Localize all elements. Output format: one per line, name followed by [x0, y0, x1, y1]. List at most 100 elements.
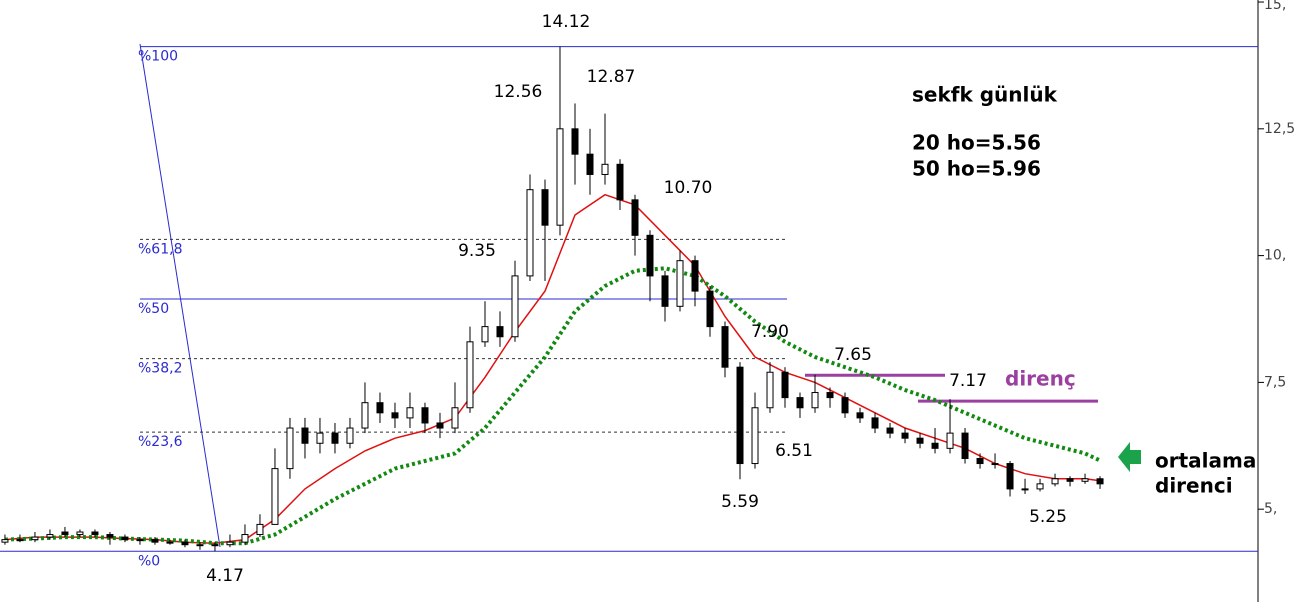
candle-body — [871, 417, 879, 429]
candle-body — [1081, 478, 1089, 482]
candle-body — [661, 275, 669, 307]
candle-body — [136, 539, 144, 542]
price-annotation: 7.90 — [751, 322, 789, 342]
candle-body — [556, 128, 564, 226]
y-tick-label: 5, — [1264, 501, 1277, 517]
price-annotation: 6.51 — [775, 441, 813, 461]
candle-body — [331, 432, 339, 444]
candle-body — [376, 402, 384, 414]
candle-body — [271, 468, 279, 525]
candle-body — [766, 371, 774, 409]
title: sekfk günlük — [912, 83, 1058, 107]
candle-body — [1021, 488, 1029, 491]
fib-diagonal — [139, 43, 221, 548]
candle-body — [46, 534, 54, 538]
candle-body — [496, 326, 504, 338]
candle-body — [946, 432, 954, 449]
candle-body — [811, 392, 819, 409]
candle-body — [226, 541, 234, 546]
candle-body — [571, 128, 579, 155]
candle-body — [241, 534, 249, 543]
candle-body — [961, 432, 969, 459]
moving-average — [4, 266, 1101, 546]
candle-body — [1006, 463, 1014, 490]
arrow — [1118, 442, 1141, 472]
candle-body — [796, 397, 804, 409]
ma-label: direnci — [1155, 474, 1233, 498]
price-annotation: 5.59 — [721, 492, 759, 512]
ma-label: ortalama — [1155, 449, 1256, 473]
candle-body — [421, 407, 429, 424]
candle-body — [976, 457, 984, 465]
candle-body — [436, 422, 444, 429]
candle-body — [31, 536, 39, 541]
candle-body — [886, 427, 894, 434]
candle-body — [1, 539, 9, 543]
candle-body — [721, 326, 729, 368]
price-annotation: 7.65 — [834, 345, 872, 365]
price-annotation: 4.17 — [206, 566, 244, 586]
candle-body — [361, 402, 369, 429]
fib-label: %23,6 — [138, 434, 183, 450]
candle-body — [931, 442, 939, 449]
candle-body — [616, 163, 624, 201]
price-annotation: 7.17 — [949, 371, 987, 391]
note: 20 ho=5.56 — [912, 131, 1041, 155]
candle-body — [691, 260, 699, 292]
candle-body — [316, 432, 324, 444]
candle-body — [106, 534, 114, 538]
candle-body — [826, 392, 834, 399]
candle-body — [631, 199, 639, 236]
candle-body — [736, 366, 744, 465]
candle-body — [841, 397, 849, 414]
candle-body — [121, 536, 129, 541]
candle-body — [211, 544, 219, 547]
candle-body — [391, 412, 399, 419]
candle-body — [151, 539, 159, 543]
candle-body — [706, 290, 714, 328]
candle-body — [196, 544, 204, 547]
y-tick-label: 15, — [1264, 0, 1286, 13]
candle-body — [481, 326, 489, 343]
candle-body — [1096, 478, 1104, 485]
price-annotation: 12.87 — [587, 67, 636, 87]
candle-body — [181, 541, 189, 546]
candle-body — [166, 541, 174, 544]
candle-body — [346, 427, 354, 444]
candle-body — [526, 189, 534, 277]
candle-body — [916, 437, 924, 444]
resistance-label: direnç — [1005, 367, 1076, 391]
y-tick-label: 7,5 — [1264, 374, 1286, 390]
candle-body — [751, 407, 759, 465]
candle-body — [901, 432, 909, 439]
fib-label: %50 — [138, 301, 169, 317]
price-annotation: 10.70 — [664, 178, 713, 198]
candle-body — [466, 341, 474, 409]
candle-body — [991, 463, 999, 466]
candle-body — [646, 234, 654, 277]
candle-body — [406, 407, 414, 419]
y-tick-label: 10, — [1264, 248, 1286, 264]
candle-body — [541, 189, 549, 226]
fib-label: %100 — [138, 49, 178, 65]
price-annotation: 5.25 — [1029, 507, 1067, 527]
price-annotation: 9.35 — [458, 241, 496, 261]
candle-body — [256, 523, 264, 536]
fib-label: %38,2 — [138, 361, 182, 377]
price-annotation: 14.12 — [542, 12, 591, 32]
candle-body — [451, 407, 459, 429]
candle-body — [1051, 478, 1059, 485]
y-tick-label: 12,5 — [1264, 121, 1295, 137]
candle-body — [586, 153, 594, 175]
candle-body — [1066, 478, 1074, 482]
note: 50 ho=5.96 — [912, 157, 1041, 181]
candle-body — [16, 539, 24, 542]
moving-average — [4, 193, 1101, 544]
price-annotation: 12.56 — [494, 82, 543, 102]
fib-label: %0 — [138, 553, 160, 569]
candle-body — [601, 163, 609, 175]
candle-body — [301, 427, 309, 444]
fib-label: %61,8 — [138, 241, 182, 257]
candle-body — [1036, 483, 1044, 490]
